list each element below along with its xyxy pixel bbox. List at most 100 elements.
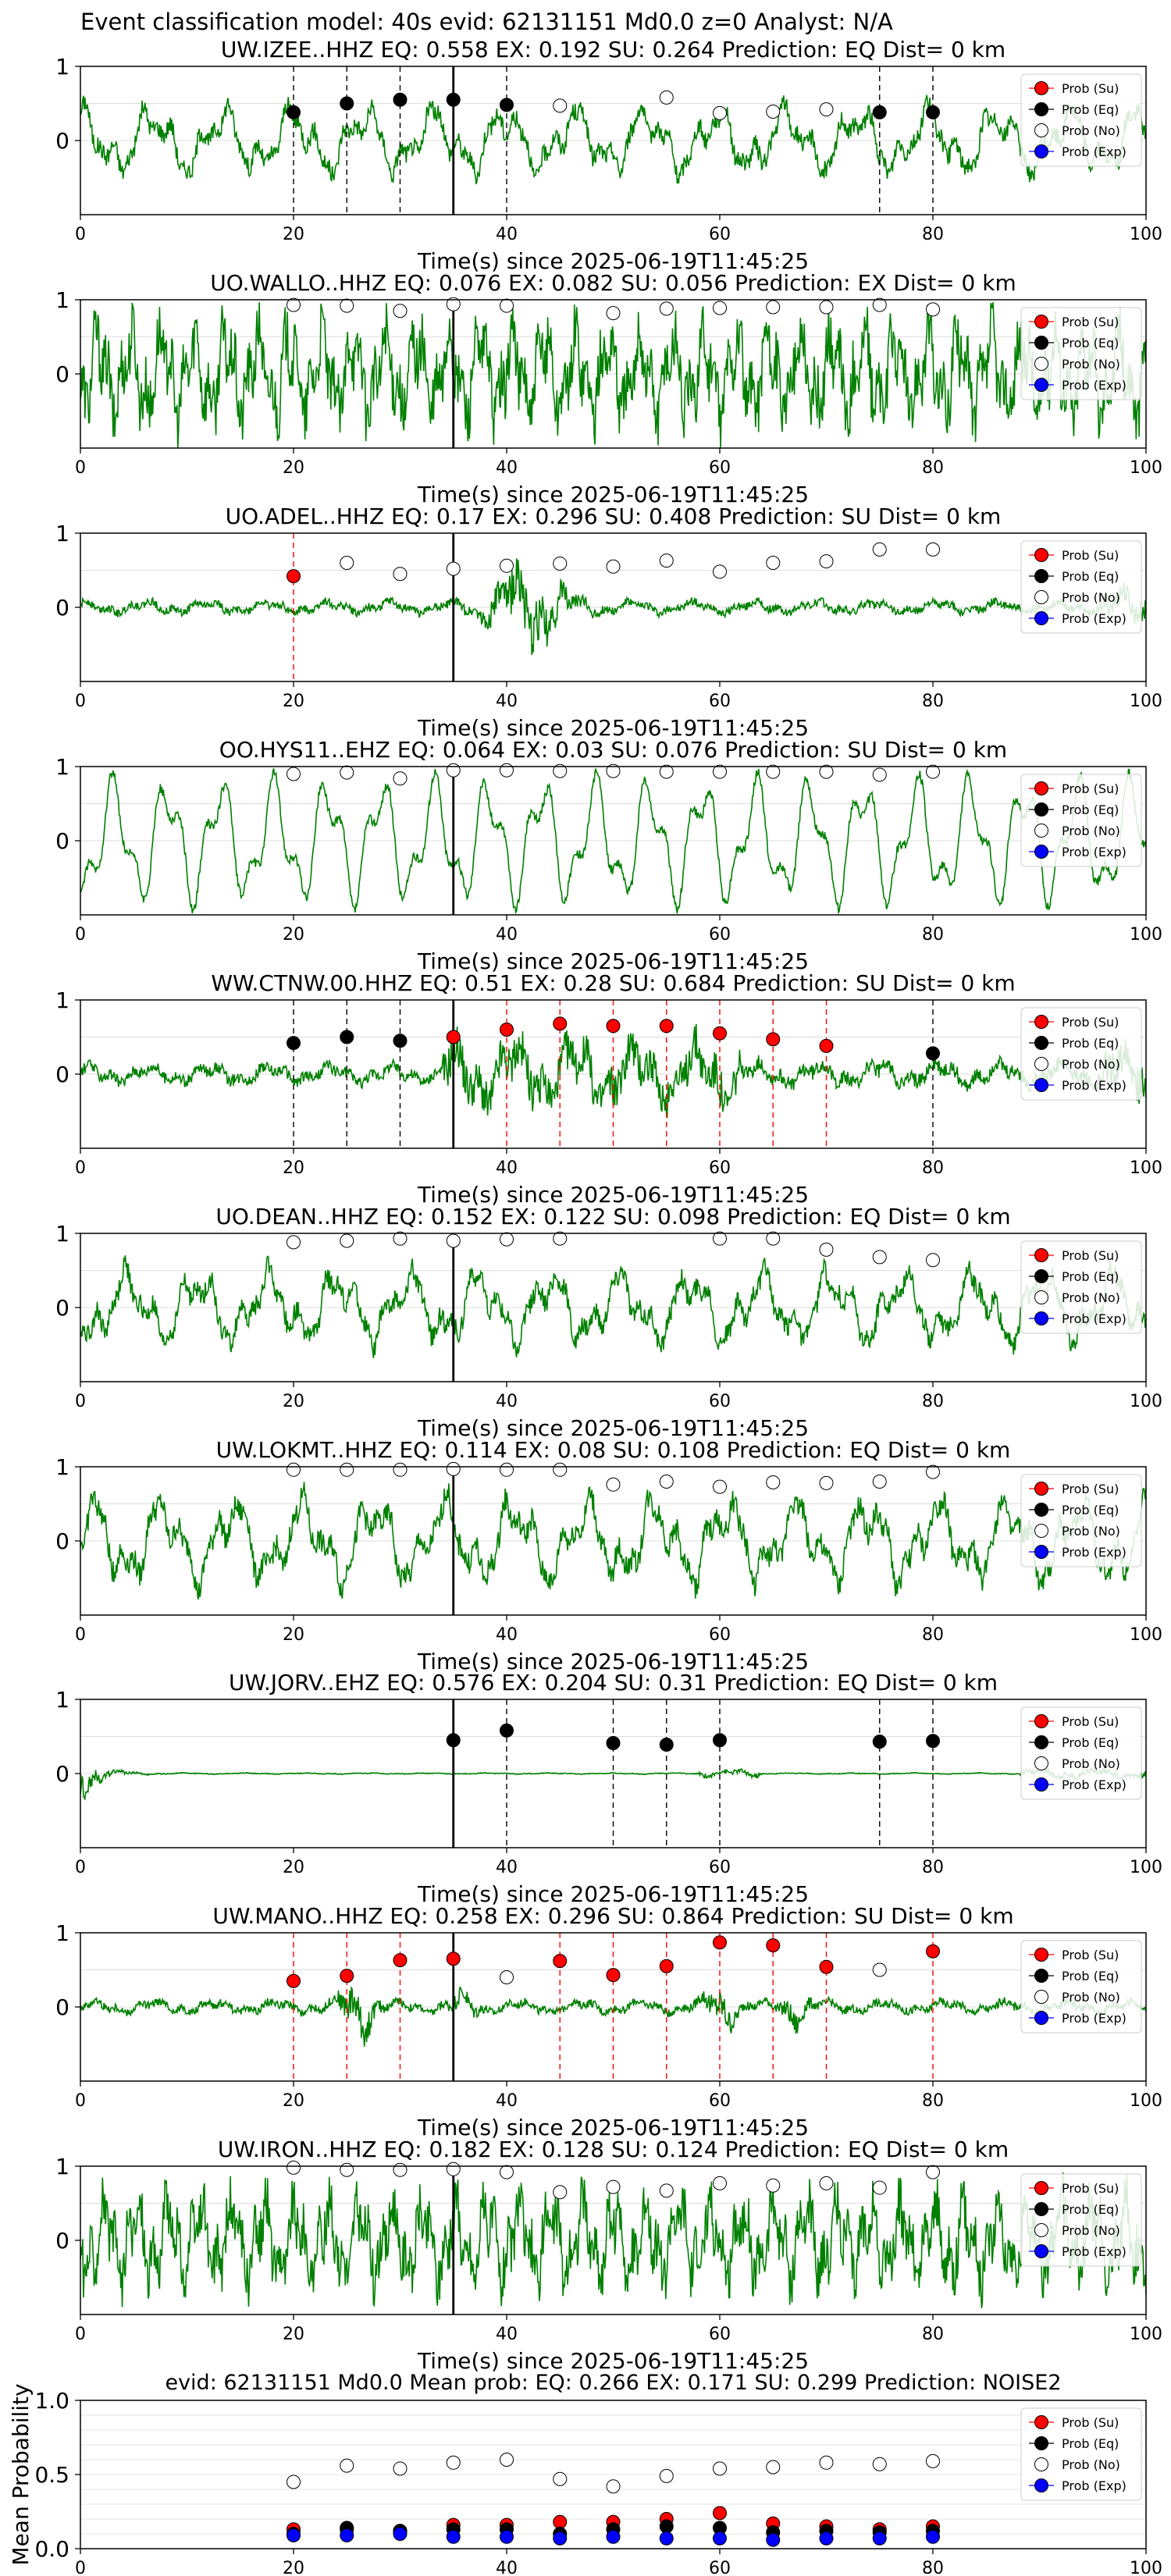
legend-label: Prob (Eq)	[1062, 2436, 1119, 2451]
dist-value: 0 km	[951, 37, 1005, 62]
prob-point-no	[766, 556, 781, 570]
x-axis-label: Time(s) since 2025-06-19T11:45:25	[417, 2115, 809, 2140]
prob-point-no	[659, 553, 674, 568]
x-tick-label: 40	[496, 2325, 518, 2344]
dist-label: Dist=	[871, 503, 946, 529]
legend-marker-no	[1034, 1524, 1048, 1538]
x-tick-label: 60	[709, 1858, 731, 1877]
prob-point-su	[500, 1023, 514, 1037]
x-tick-label: 0	[75, 1158, 86, 1178]
x-axis-label: Time(s) since 2025-06-19T11:45:25	[417, 2348, 809, 2374]
prob-point-no	[713, 1231, 727, 1246]
dist-value: 0 km	[943, 1670, 998, 1695]
prob-point-su	[659, 1959, 674, 1973]
su-label: SU:	[612, 970, 664, 996]
legend-marker-exp	[1034, 2244, 1048, 2258]
x-tick-label: 0	[75, 925, 86, 945]
prob-point-su	[287, 1973, 301, 1988]
ex-prob: 0.08	[557, 1437, 606, 1463]
prob-point-eq	[872, 1735, 887, 1749]
mean-point-no	[287, 2475, 301, 2489]
station-name: UO.ADEL..HHZ	[226, 503, 384, 529]
legend-marker-eq	[1034, 102, 1048, 116]
legend-label: Prob (Eq)	[1062, 102, 1119, 117]
x-tick-label: 100	[1130, 692, 1162, 711]
station-name: UW.LOKMT..HHZ	[216, 1437, 393, 1463]
prob-point-no	[713, 764, 727, 779]
prob-point-no	[606, 763, 621, 778]
prob-point-no	[446, 297, 461, 311]
prediction-label: Prediction:	[707, 1670, 837, 1695]
x-tick-label: 20	[283, 225, 304, 244]
prob-point-no	[393, 2162, 408, 2177]
x-tick-label: 0	[75, 2091, 86, 2111]
prob-point-no	[819, 1475, 834, 1490]
x-tick-label: 40	[496, 1392, 518, 1411]
prob-point-no	[500, 298, 514, 313]
panel-title: UW.IZEE..HHZ EQ: 0.558 EX: 0.192 SU: 0.2…	[221, 37, 1005, 62]
su-label: SU:	[610, 1903, 662, 1929]
ex-prob: 0.296	[535, 503, 597, 529]
x-tick-label: 80	[922, 458, 944, 478]
x-tick-label: 80	[922, 1625, 944, 1645]
su-prob: 0.408	[649, 503, 711, 529]
ex-label: EX:	[494, 1670, 544, 1695]
eq-label: EQ:	[393, 1437, 445, 1463]
prob-point-no	[393, 567, 408, 582]
legend-marker-eq	[1034, 1269, 1048, 1283]
x-tick-label: 80	[922, 692, 944, 711]
ex-prob: 0.28	[564, 970, 612, 996]
legend-label: Prob (No)	[1062, 123, 1120, 138]
x-axis-label: Time(s) since 2025-06-19T11:45:25	[417, 1881, 809, 1907]
eq-prob: 0.51	[464, 970, 513, 996]
x-tick-label: 60	[709, 1158, 731, 1178]
prediction-label: Prediction:	[726, 970, 856, 996]
legend-label: Prob (Exp)	[1062, 1777, 1127, 1792]
x-axis-label: Time(s) since 2025-06-19T11:45:25	[417, 1415, 809, 1441]
prob-point-no	[553, 2185, 568, 2200]
station-name: UO.DEAN..HHZ	[215, 1204, 379, 1229]
prediction-value: SU	[856, 970, 885, 996]
prediction-label: Prediction:	[720, 1437, 849, 1463]
y-tick-label: 0	[55, 1295, 69, 1321]
ex-prob: 0.128	[542, 2137, 604, 2162]
legend-marker-eq	[1034, 2202, 1048, 2216]
dist-value: 0 km	[960, 970, 1015, 996]
mean-point-no	[340, 2458, 354, 2473]
legend-label: Prob (Su)	[1062, 781, 1119, 796]
station-name: UW.JORV..EHZ	[229, 1670, 379, 1695]
legend-marker-eq	[1034, 2436, 1048, 2450]
x-tick-label: 20	[283, 925, 304, 945]
eq-label: EQ:	[386, 270, 439, 296]
prob-point-no	[659, 1475, 674, 1489]
legend-label: Prob (No)	[1062, 1524, 1120, 1539]
x-tick-label: 80	[922, 1158, 944, 1178]
prediction-value: SU	[854, 1903, 884, 1929]
prob-point-su	[926, 1944, 940, 1959]
waveform-trace	[80, 1255, 1147, 1358]
station-name: UO.WALLO..HHZ	[210, 270, 386, 296]
x-axis-label: Time(s) since 2025-06-19T11:45:25	[417, 248, 809, 274]
prob-point-su	[766, 1938, 781, 1953]
legend-label: Prob (Exp)	[1062, 845, 1127, 859]
prob-point-no	[500, 1462, 514, 1477]
legend-label: Prob (Eq)	[1062, 2202, 1119, 2217]
eq-label: EQ:	[384, 503, 436, 529]
x-tick-label: 0	[75, 1858, 86, 1877]
x-tick-label: 40	[496, 2091, 518, 2111]
x-tick-label: 20	[283, 1858, 304, 1877]
eq-prob: 0.076	[439, 270, 501, 296]
prob-point-no	[872, 1475, 887, 1489]
ex-label: EX:	[501, 270, 551, 296]
waveform-trace	[80, 1766, 1147, 1801]
prob-point-no	[553, 1231, 568, 1246]
legend-marker-eq	[1034, 1969, 1048, 1983]
x-tick-label: 40	[496, 692, 518, 711]
waveform-trace	[80, 2172, 1147, 2309]
dist-value: 0 km	[956, 1204, 1010, 1229]
x-tick-label: 60	[709, 692, 731, 711]
